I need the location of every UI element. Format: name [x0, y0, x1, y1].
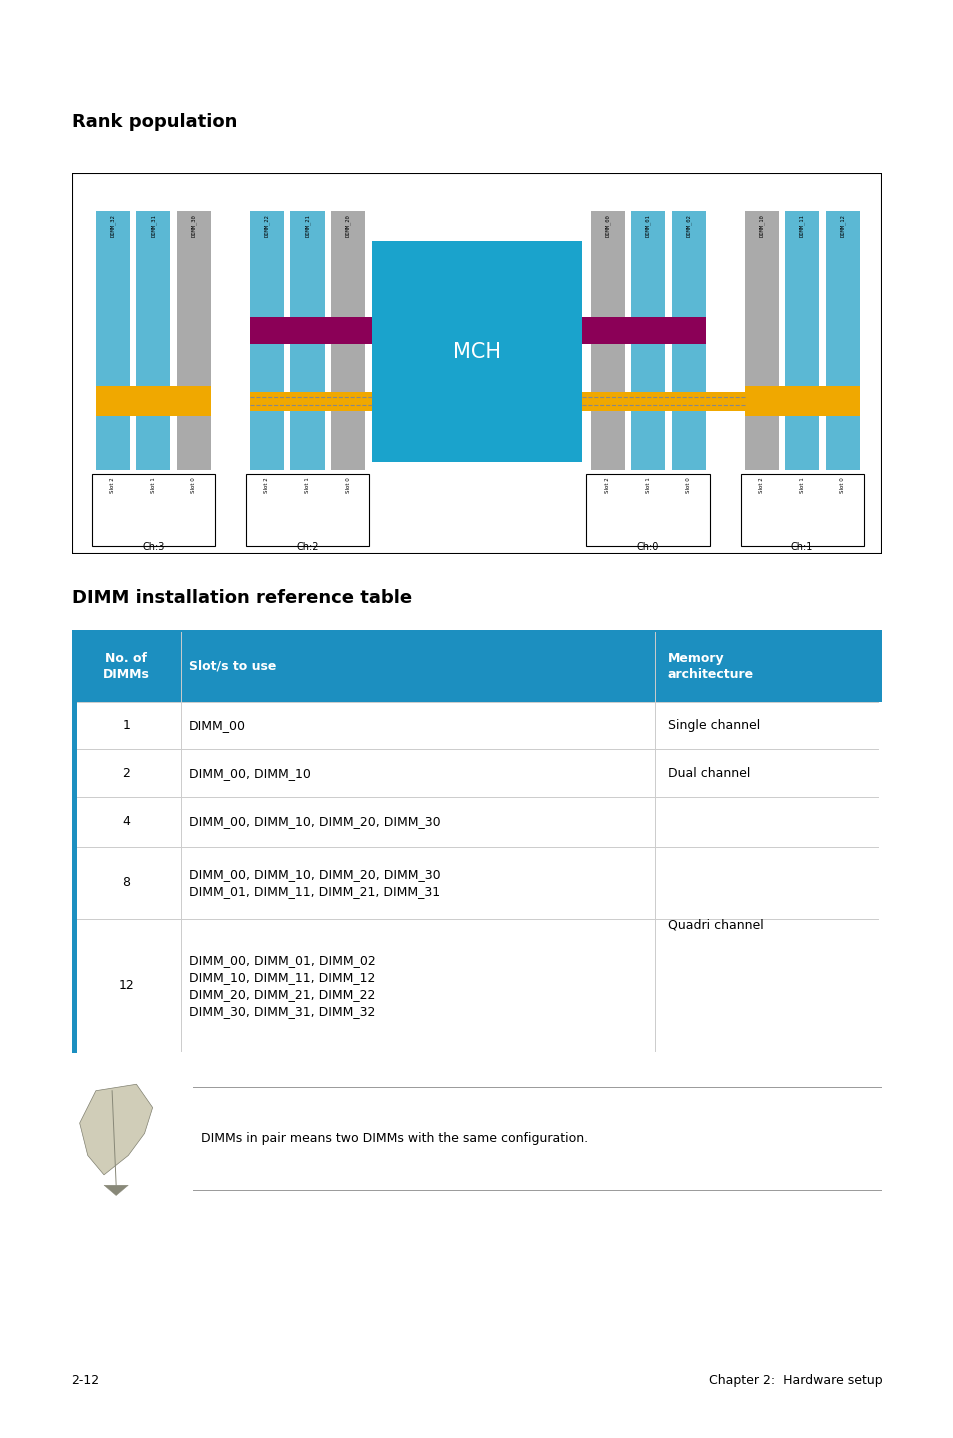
- Text: Ch:1: Ch:1: [790, 542, 813, 552]
- Text: Slot 1: Slot 1: [645, 477, 650, 493]
- Bar: [581, 318, 705, 344]
- Text: Dual channel: Dual channel: [667, 766, 749, 779]
- Text: Slot 2: Slot 2: [604, 477, 609, 493]
- Text: Quadri channel: Quadri channel: [667, 919, 762, 932]
- Text: DIMM_21: DIMM_21: [304, 214, 310, 237]
- Text: DIMM_20: DIMM_20: [345, 214, 351, 237]
- Text: Memory
architecture: Memory architecture: [667, 651, 753, 680]
- Bar: [590, 210, 624, 470]
- Bar: [331, 210, 365, 470]
- Bar: [136, 210, 171, 470]
- Bar: [630, 210, 664, 470]
- Text: MCH: MCH: [453, 342, 500, 362]
- Text: DIMM_00: DIMM_00: [189, 719, 246, 732]
- Text: DIMM installation reference table: DIMM installation reference table: [71, 590, 412, 607]
- Text: Slot/s to use: Slot/s to use: [189, 660, 276, 673]
- Text: Slot 0: Slot 0: [345, 477, 350, 493]
- Text: 2-12: 2-12: [71, 1373, 99, 1388]
- Text: Chapter 2:  Hardware setup: Chapter 2: Hardware setup: [708, 1373, 882, 1388]
- Text: DIMM_00, DIMM_10, DIMM_20, DIMM_30: DIMM_00, DIMM_10, DIMM_20, DIMM_30: [189, 815, 440, 828]
- Bar: [71, 749, 882, 797]
- Text: DIMM_30: DIMM_30: [191, 214, 196, 237]
- Text: DIMM_00, DIMM_10, DIMM_20, DIMM_30
DIMM_01, DIMM_11, DIMM_21, DIMM_31: DIMM_00, DIMM_10, DIMM_20, DIMM_30 DIMM_…: [189, 869, 440, 897]
- Bar: [372, 242, 581, 462]
- Bar: [71, 630, 882, 702]
- Text: Slot 2: Slot 2: [111, 477, 115, 493]
- Bar: [581, 391, 743, 411]
- Bar: [824, 210, 859, 470]
- Bar: [71, 702, 882, 749]
- Text: DIMM_10: DIMM_10: [758, 214, 763, 237]
- Text: Slot 1: Slot 1: [305, 477, 310, 493]
- Text: DIMM_00, DIMM_01, DIMM_02
DIMM_10, DIMM_11, DIMM_12
DIMM_20, DIMM_21, DIMM_22
DI: DIMM_00, DIMM_01, DIMM_02 DIMM_10, DIMM_…: [189, 953, 375, 1018]
- Text: Ch:2: Ch:2: [296, 542, 318, 552]
- Text: DIMM_11: DIMM_11: [799, 214, 804, 237]
- Text: DIMM_02: DIMM_02: [685, 214, 691, 237]
- Text: 8: 8: [122, 876, 131, 890]
- Polygon shape: [104, 1185, 128, 1195]
- Text: DIMMs in pair means two DIMMs with the same configuration.: DIMMs in pair means two DIMMs with the s…: [201, 1132, 588, 1145]
- Bar: [176, 210, 211, 470]
- Bar: [743, 210, 778, 470]
- Text: Ch:0: Ch:0: [637, 542, 659, 552]
- Bar: [71, 919, 882, 1053]
- Bar: [586, 473, 709, 546]
- Text: Slot 1: Slot 1: [799, 477, 803, 493]
- Text: Slot 0: Slot 0: [840, 477, 844, 493]
- Text: 1: 1: [122, 719, 131, 732]
- Text: DIMM_12: DIMM_12: [839, 214, 844, 237]
- Text: Single channel: Single channel: [667, 719, 759, 732]
- Text: Ch:3: Ch:3: [142, 542, 165, 552]
- Bar: [246, 473, 369, 546]
- Text: Slot 2: Slot 2: [759, 477, 763, 493]
- Bar: [95, 385, 211, 417]
- Text: DIMM_01: DIMM_01: [644, 214, 650, 237]
- Bar: [71, 847, 882, 919]
- Bar: [671, 210, 705, 470]
- Bar: [71, 797, 882, 847]
- Bar: [95, 210, 130, 470]
- Bar: [91, 473, 214, 546]
- Bar: [250, 391, 371, 411]
- Text: Rank population: Rank population: [71, 114, 236, 131]
- Bar: [740, 473, 862, 546]
- Text: Slot 0: Slot 0: [685, 477, 690, 493]
- Bar: [290, 210, 324, 470]
- Text: Slot 1: Slot 1: [151, 477, 155, 493]
- Text: DIMM_00: DIMM_00: [604, 214, 610, 237]
- Text: 4: 4: [122, 815, 131, 828]
- Text: DIMM_32: DIMM_32: [110, 214, 115, 237]
- Text: 12: 12: [118, 979, 134, 992]
- Text: DIMM_00, DIMM_10: DIMM_00, DIMM_10: [189, 766, 311, 779]
- Bar: [743, 385, 859, 417]
- Bar: [250, 318, 371, 344]
- Bar: [71, 630, 77, 1053]
- Bar: [250, 210, 284, 470]
- Bar: [784, 210, 819, 470]
- Text: 2: 2: [122, 766, 131, 779]
- Text: No. of
DIMMs: No. of DIMMs: [103, 651, 150, 680]
- Text: Slot 2: Slot 2: [264, 477, 269, 493]
- Polygon shape: [79, 1084, 152, 1175]
- Text: DIMM_31: DIMM_31: [151, 214, 156, 237]
- Text: DIMM_22: DIMM_22: [264, 214, 270, 237]
- Text: Slot 0: Slot 0: [192, 477, 196, 493]
